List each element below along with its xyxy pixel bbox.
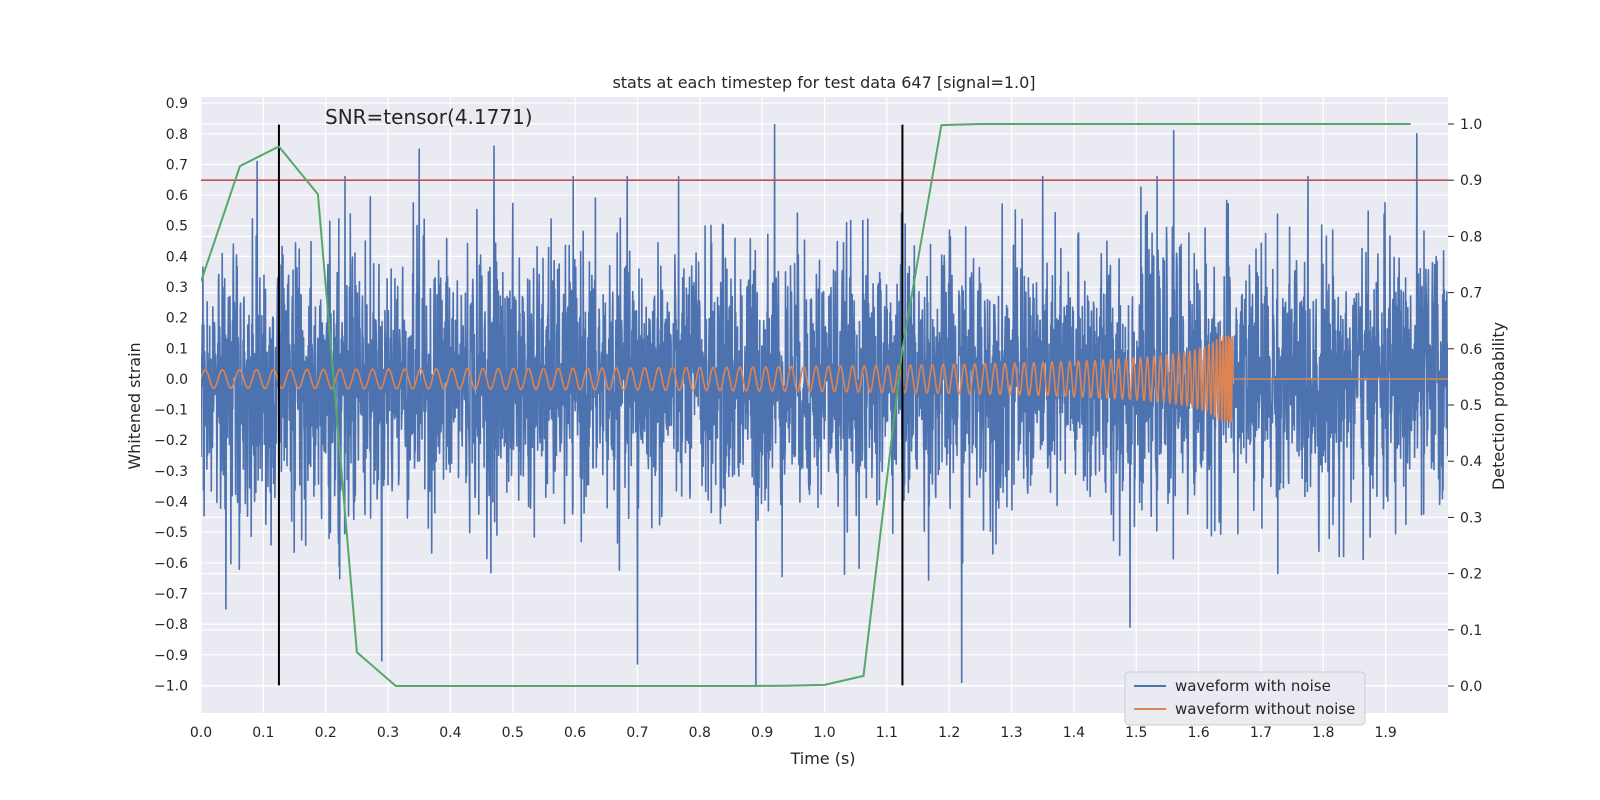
x-tick-label: 0.1 [252,725,274,741]
x-tick-label: 0.4 [439,725,461,741]
y-tick-label: −0.1 [154,403,188,419]
x-tick-label: 1.1 [876,725,898,741]
y-tick-label: 0.1 [166,341,188,357]
y-tick-label: −0.4 [154,495,188,511]
legend-label-waveform-with-noise: waveform with noise [1175,677,1331,695]
x-tick-label: 1.0 [813,725,835,741]
y2-axis-title: Detection probability [1489,322,1508,490]
y-tick-label: 0.5 [166,219,188,235]
y-axis-title: Whitened strain [125,342,144,469]
x-tick-label: 1.6 [1187,725,1209,741]
y2-tick-label: 0.0 [1460,679,1482,695]
y2-tick-label: 0.5 [1460,398,1482,414]
y2-tick-label: 0.1 [1460,623,1482,639]
x-tick-label: 1.8 [1312,725,1334,741]
y-tick-label: 0.4 [166,249,188,265]
y-tick-label: −0.2 [154,433,188,449]
legend-box [1124,671,1366,726]
x-tick-label: 0.2 [315,725,337,741]
x-axis-ticks: 0.0 0.1 0.2 0.3 0.4 0.5 0.6 0.7 0.8 0.9 1.0 1.1 1.2 1… [190,725,1397,741]
y2-tick-label: 0.9 [1460,173,1482,189]
chart-title: stats at each timestep for test data 647… [612,73,1035,92]
y-tick-label: −0.8 [154,617,188,633]
y-tick-label: 0.6 [166,188,188,204]
series-waveform-without-noise [201,335,1448,423]
y2-tick-label: 0.7 [1460,286,1482,302]
y-tick-label: −0.5 [154,525,188,541]
y-tick-label: −0.9 [154,648,188,664]
x-tick-label: 1.7 [1250,725,1272,741]
x-tick-label: 0.8 [689,725,711,741]
x-tick-label: 0.9 [751,725,773,741]
x-tick-label: 1.3 [1000,725,1022,741]
x-tick-label: 0.6 [564,725,586,741]
y-tick-label: 0.7 [166,157,188,173]
y-tick-label: −0.3 [154,464,188,480]
right-axis-ticks: 1.0 0.9 0.8 0.7 0.6 0.5 0.4 0.3 0.2 0.1 0.0 [1448,117,1482,695]
y-tick-label: −0.6 [154,556,188,572]
x-tick-label: 0.3 [377,725,399,741]
series-detection-probability [201,123,1411,687]
y2-tick-label: 0.8 [1460,229,1482,245]
x-tick-label: 1.2 [938,725,960,741]
y-tick-label: 0.0 [166,372,188,388]
left-axis-ticks: 0.9 0.8 0.7 0.6 0.5 0.4 0.3 0.2 0.1 0.0 −0.1 −0.2 −0… [154,96,188,694]
x-tick-label: 0.5 [502,725,524,741]
y-tick-label: 0.9 [166,96,188,112]
y2-tick-label: 0.2 [1460,567,1482,583]
y-tick-label: −0.7 [154,586,188,602]
y2-tick-label: 0.4 [1460,454,1482,470]
x-tick-label: 0.0 [190,725,212,741]
x-tick-label: 0.7 [626,725,648,741]
y2-tick-label: 1.0 [1460,117,1482,133]
x-tick-label: 1.4 [1063,725,1085,741]
snr-annotation: SNR=tensor(4.1771) [325,105,533,129]
x-tick-label: 1.9 [1375,725,1397,741]
y2-tick-label: 0.6 [1460,342,1482,358]
legend-label-waveform-without-noise: waveform without noise [1175,700,1355,718]
y-tick-label: 0.8 [166,127,188,143]
x-tick-label: 1.5 [1125,725,1147,741]
y-tick-label: 0.2 [166,311,188,327]
y-tick-label: 0.3 [166,280,188,296]
x-axis-title: Time (s) [789,749,855,768]
legend: waveform with noise waveform without noi… [1124,671,1366,726]
y2-tick-label: 0.3 [1460,510,1482,526]
y-tick-label: −1.0 [154,678,188,694]
